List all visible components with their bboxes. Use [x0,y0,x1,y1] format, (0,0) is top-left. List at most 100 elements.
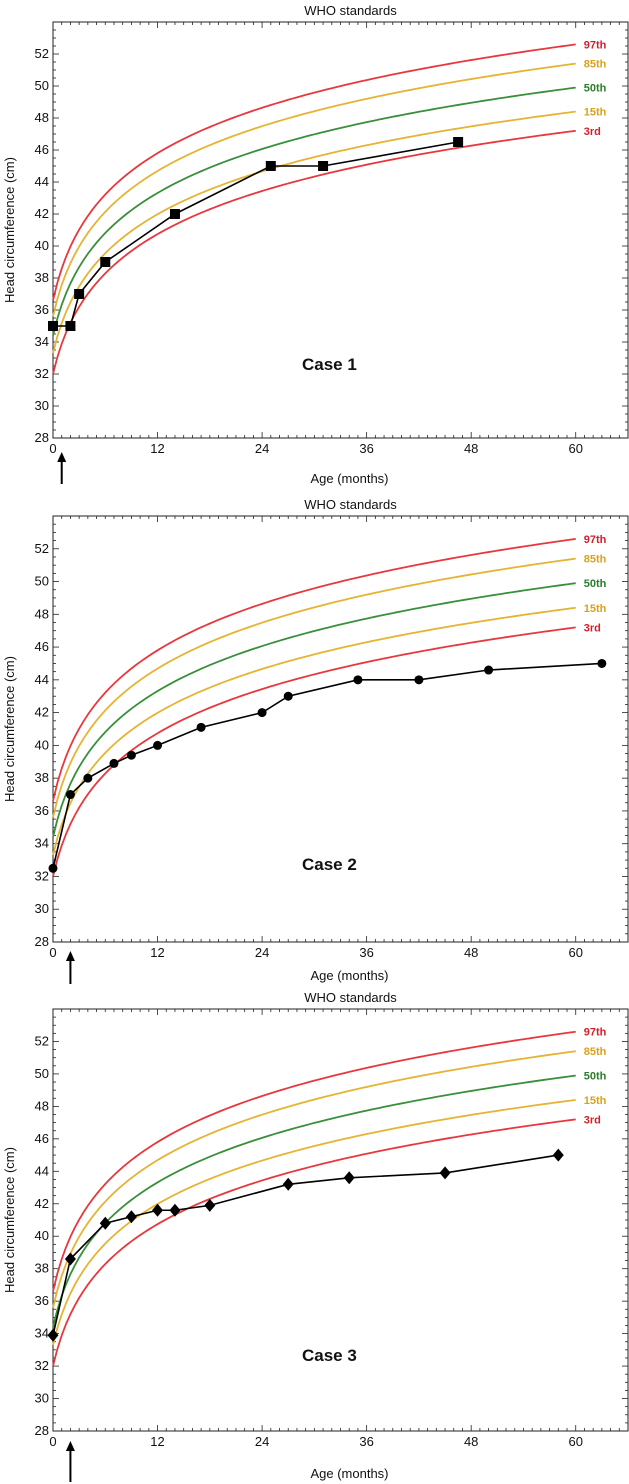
y-tick-label: 40 [35,1228,49,1243]
x-tick-label: 24 [255,441,269,456]
percentile-label: 15th [584,1095,607,1107]
percentile-curve-3rd [52,626,576,877]
data-point [318,161,329,171]
y-tick-label: 46 [35,1131,49,1146]
case-label: Case 3 [302,1346,357,1365]
y-tick-label: 34 [35,1326,49,1341]
data-point [100,257,111,267]
data-point [153,740,163,750]
y-tick-label: 34 [35,836,49,851]
y-tick-label: 52 [35,1033,49,1048]
y-tick-label: 44 [35,672,49,687]
y-tick-label: 28 [35,1423,49,1438]
y-tick-label: 36 [35,803,49,818]
x-tick-label: 48 [464,441,478,456]
y-tick-label: 32 [35,1358,49,1373]
data-point [65,790,75,800]
percentile-curve-3rd [52,1118,576,1367]
percentile-curve-50th [52,582,576,838]
percentile-curve-15th [52,606,576,856]
y-tick-label: 52 [35,541,49,556]
percentile-label: 50th [584,83,607,95]
data-point [453,137,464,147]
y-tick-label: 30 [35,901,49,916]
y-tick-label: 38 [35,1261,49,1276]
y-tick-label: 48 [35,110,49,125]
percentile-curve-97th [52,43,576,301]
data-point [83,773,93,783]
percentile-curve-50th [52,1074,576,1328]
x-tick-label: 0 [49,441,56,456]
y-tick-label: 44 [35,1163,49,1178]
data-point [48,863,58,873]
x-tick-label: 60 [568,945,582,960]
percentile-label: 85th [584,554,607,566]
x-axis-label: Age (months) [310,471,388,486]
percentile-curve-85th [52,557,576,818]
y-tick-label: 34 [35,334,49,349]
y-tick-label: 52 [35,46,49,61]
data-point [283,691,293,701]
data-point [74,289,85,299]
y-tick-label: 46 [35,639,49,654]
chart-title: WHO standards [304,990,397,1005]
x-axis-label: Age (months) [310,1466,388,1481]
y-tick-label: 50 [35,78,49,93]
data-point [265,161,276,171]
y-tick-label: 36 [35,1293,49,1308]
x-tick-label: 24 [255,1434,269,1449]
y-tick-label: 32 [35,366,49,381]
patient-series-line [52,662,602,869]
y-tick-label: 30 [35,398,49,413]
y-tick-label: 36 [35,302,49,317]
x-tick-label: 48 [464,945,478,960]
case-1-chart: WHO standards 0 12 24 36 48 60 28 30 32 34 36 38 40 42… [2,3,629,486]
data-point [353,675,363,685]
data-point [414,675,424,685]
y-tick-label: 48 [35,1098,49,1113]
data-point [64,1252,76,1266]
x-tick-label: 12 [150,1434,164,1449]
data-point [47,1328,59,1342]
data-point [439,1166,451,1180]
percentile-label: 3rd [584,126,601,138]
y-tick-label: 38 [35,270,49,285]
data-point [99,1216,111,1230]
plot-frame [52,515,629,943]
x-tick-label: 48 [464,1434,478,1449]
x-tick-label: 24 [255,945,269,960]
percentile-label: 85th [584,1046,607,1058]
x-tick-label: 36 [359,945,373,960]
plot-frame [52,21,629,439]
y-tick-label: 42 [35,206,49,221]
percentile-label: 15th [584,603,607,615]
data-point [109,758,119,768]
y-tick-label: 46 [35,142,49,157]
y-tick-label: 50 [35,574,49,589]
data-point [152,1203,164,1217]
percentile-curve-85th [52,62,576,317]
arrow-icon [65,1441,75,1451]
x-tick-label: 60 [568,1434,582,1449]
x-tick-label: 0 [49,945,56,960]
arrow-icon [57,452,67,462]
percentile-curve-97th [52,538,576,802]
y-tick-label: 48 [35,606,49,621]
y-tick-label: 28 [35,934,49,949]
percentile-curve-15th [52,110,576,354]
data-point [126,750,136,760]
percentile-label: 97th [584,1027,607,1039]
y-tick-label: 42 [35,705,49,720]
x-axis-label: Age (months) [310,968,388,983]
plot-frame [52,1008,629,1432]
x-tick-label: 60 [568,441,582,456]
y-axis-label: Head circumference (cm) [2,656,17,802]
data-point [196,722,206,732]
x-tick-label: 0 [49,1434,56,1449]
y-tick-label: 40 [35,238,49,253]
y-tick-label: 28 [35,430,49,445]
percentile-label: 97th [584,534,607,546]
data-point [597,658,607,668]
data-point [65,321,76,331]
x-tick-label: 36 [359,1434,373,1449]
